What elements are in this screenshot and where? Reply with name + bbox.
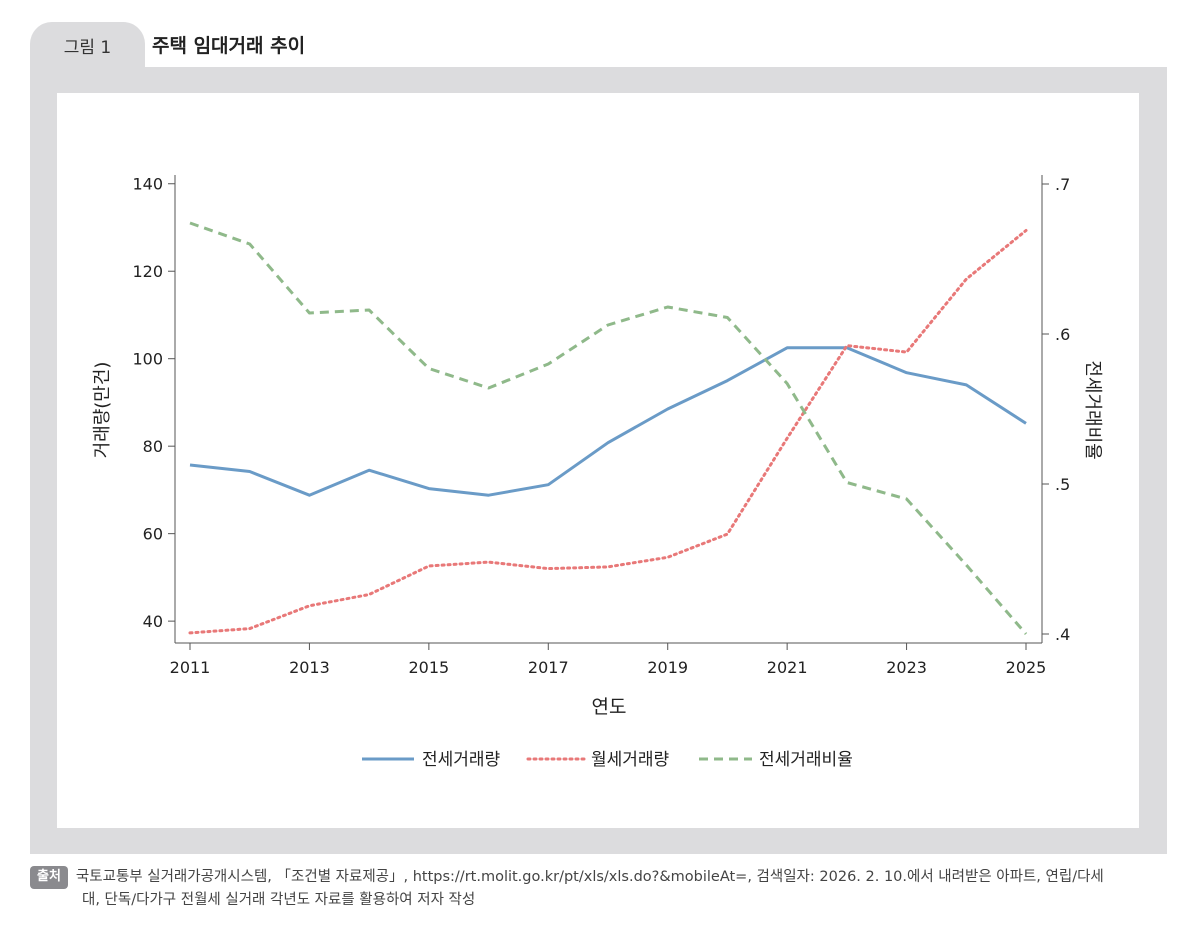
- x-tick-label: 2015: [408, 658, 449, 677]
- y-tick-label: 60: [143, 525, 163, 544]
- source-badge: 출처: [30, 866, 68, 889]
- y-axis-title: 거래량(만건): [92, 362, 113, 459]
- x-tick-label: 2011: [170, 658, 211, 677]
- x-tick-label: 2021: [767, 658, 808, 677]
- x-tick-label: 2017: [528, 658, 569, 677]
- axis-lines: [174, 175, 1043, 644]
- chart-panel: [57, 93, 1139, 828]
- source-line-1: 출처 국토교통부 실거래가공개시스템, 「조건별 자료제공」, https://r…: [30, 866, 1170, 889]
- source-text-1: 국토교통부 실거래가공개시스템, 「조건별 자료제공」, https://rt.…: [75, 869, 1104, 885]
- x-tick-label: 2023: [886, 658, 927, 677]
- legend-label-wolse: 월세거래량: [591, 750, 670, 770]
- y-tick-label: 100: [132, 350, 163, 369]
- y-tick-label: 140: [132, 175, 163, 194]
- series-lines: [188, 221, 1028, 635]
- y2-tick-label: .7: [1055, 175, 1070, 194]
- x-tick-label: 2013: [289, 658, 330, 677]
- legend-label-ratio: 전세거래비율: [759, 750, 853, 770]
- figure-label-tab: 그림 1: [30, 22, 145, 68]
- figure-label: 그림 1: [63, 37, 112, 58]
- y2-axis-title: 전세거래비율: [1082, 360, 1103, 459]
- y2-tick-label: .6: [1055, 325, 1070, 344]
- series-line-wolse: [188, 229, 1028, 635]
- y-tick-label: 120: [132, 262, 163, 281]
- x-tick-label: 2019: [647, 658, 688, 677]
- axis-ticks: 2011 2013 2015 2017 2019 2021 2023 2025 40 60 80 10…: [132, 175, 1070, 677]
- figure-title: 주택 임대거래 추이: [152, 35, 306, 57]
- source-text-2: 대, 단독/다가구 전월세 실거래 각년도 자료를 활용하여 저자 작성: [82, 892, 476, 909]
- y2-tick-label: .5: [1055, 475, 1070, 494]
- series-line-jeonse: [189, 346, 1027, 497]
- x-axis-title: 연도: [592, 696, 627, 718]
- source-note: 출처 국토교통부 실거래가공개시스템, 「조건별 자료제공」, https://r…: [30, 866, 1170, 912]
- series-line-ratio: [189, 221, 1028, 635]
- x-tick-label: 2025: [1006, 658, 1047, 677]
- legend: 전세거래량 월세거래량 전세거래비율: [362, 750, 853, 770]
- legend-label-jeonse: 전세거래량: [422, 750, 501, 770]
- y-tick-label: 40: [143, 612, 163, 631]
- y2-tick-label: .4: [1055, 625, 1070, 644]
- y-tick-label: 80: [143, 437, 163, 456]
